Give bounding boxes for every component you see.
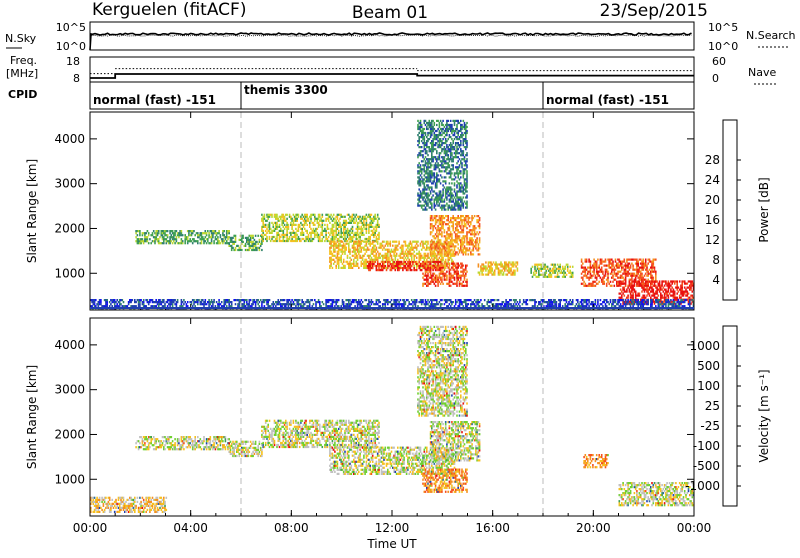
data-cells (90, 120, 694, 310)
blob-1 (228, 441, 262, 457)
cpid-label: CPID (8, 88, 37, 101)
x-tick-label: 00:00 (73, 521, 108, 535)
nsky-label: N.Sky (5, 32, 37, 45)
colorbar-frame (723, 120, 737, 300)
y-tick-label: 3000 (54, 177, 85, 191)
freq-trace (90, 69, 694, 78)
date-title: 23/Sep/2015 (600, 1, 708, 21)
colorbar-tick-label: 500 (697, 359, 720, 373)
y-tick-label: 3000 (54, 383, 85, 397)
x-axis-label: Time UT (366, 537, 417, 551)
nsky-tick-top: 10^5 (56, 21, 86, 34)
cpid-segments: normal (fast) -151 themis 3300 normal (fas… (93, 82, 669, 109)
y-tick-label: 4000 (54, 132, 85, 146)
y-axis-label: Slant Range [km] (25, 365, 39, 469)
blob-7 (619, 482, 695, 506)
freq-label: Freq. (10, 54, 37, 67)
colorbar-tick-label: 16 (705, 213, 720, 227)
x-tick-label: 00:00 (677, 521, 712, 535)
colorbar-tick-label: -500 (693, 459, 720, 473)
x-tick-label: 16:00 (475, 521, 510, 535)
y-tick-label: 2000 (54, 221, 85, 235)
blob-5 (430, 215, 481, 256)
panel-frame (90, 318, 694, 516)
blob-2 (261, 420, 380, 448)
nsearch-label: N.Search (746, 29, 796, 42)
colorbar-tick-label: 25 (705, 399, 720, 413)
y-tick-label: 1000 (54, 266, 85, 280)
x-tick-label: 04:00 (173, 521, 208, 535)
x-tick-label: 20:00 (576, 521, 611, 535)
y-tick-label: 1000 (54, 472, 85, 486)
colorbar-tick-label: 24 (705, 173, 720, 187)
data-cells (90, 326, 694, 513)
freq-line (90, 74, 694, 78)
nsearch-tick-bottom: 10^0 (708, 40, 738, 53)
nave-tick-top: 60 (712, 55, 726, 68)
x-tick-label: 12:00 (375, 521, 410, 535)
velocity-panel: 00:00 04:00 08:00 12:00 16:00 20:00 00:00 1000 2… (25, 318, 771, 551)
power-panel: 1000 2000 3000 4000 Slant Range [km] 4 8 12 16 20… (25, 112, 771, 310)
colorbar-tick-label: 8 (712, 253, 720, 267)
colorbar-tick-label: 12 (705, 233, 720, 247)
cpid-label-2: normal (fast) -151 (546, 93, 669, 107)
blob-6 (583, 454, 609, 468)
colorbar-label: Velocity [m s⁻¹] (757, 369, 771, 462)
freq-tick-bottom: 8 (73, 72, 80, 85)
colorbar-tick-label: -25 (700, 419, 720, 433)
nsearch-tick-top: 10^5 (708, 21, 738, 34)
colorbar-tick-label: -1000 (685, 479, 720, 493)
freq-units-label: [MHz] (6, 67, 38, 80)
blob-7 (478, 261, 519, 275)
blob-0 (135, 436, 230, 450)
nave-tick-bottom: 0 (712, 72, 719, 85)
nsky-tick-bottom: 10^0 (56, 40, 86, 53)
blob-11 (417, 120, 468, 211)
y-tick-label: 2000 (54, 427, 85, 441)
colorbar-frame (723, 326, 737, 506)
blob-5 (422, 469, 468, 493)
blob-8 (530, 264, 573, 278)
y-tick-label: 4000 (54, 338, 85, 352)
colorbar-tick-label: -100 (693, 439, 720, 453)
colorbar-tick-label: 1000 (689, 339, 720, 353)
blob-4 (430, 421, 481, 462)
beam-title: Beam 01 (352, 3, 428, 23)
blob-2 (261, 214, 380, 242)
colorbar-tick-label: 100 (697, 379, 720, 393)
nsky-trace (90, 33, 692, 50)
blob-9 (90, 497, 167, 513)
colorbar-tick-label: 4 (712, 273, 720, 287)
freq-panel-frame (90, 57, 694, 82)
blob-0 (135, 230, 230, 244)
blob-8 (417, 326, 468, 417)
cpid-label-0: normal (fast) -151 (93, 93, 216, 107)
cpid-label-1: themis 3300 (244, 83, 328, 97)
freq-tick-top: 18 (66, 55, 80, 68)
colorbar-tick-label: 28 (705, 153, 720, 167)
colorbar-tick-label: 20 (705, 193, 720, 207)
x-tick-label: 08:00 (274, 521, 309, 535)
blob-1 (228, 235, 262, 251)
nave-label: Nave (748, 66, 776, 79)
station-title: Kerguelen (fitACF) (92, 0, 246, 20)
colorbar-label: Power [dB] (757, 177, 771, 242)
y-axis-label: Slant Range [km] (25, 159, 39, 263)
